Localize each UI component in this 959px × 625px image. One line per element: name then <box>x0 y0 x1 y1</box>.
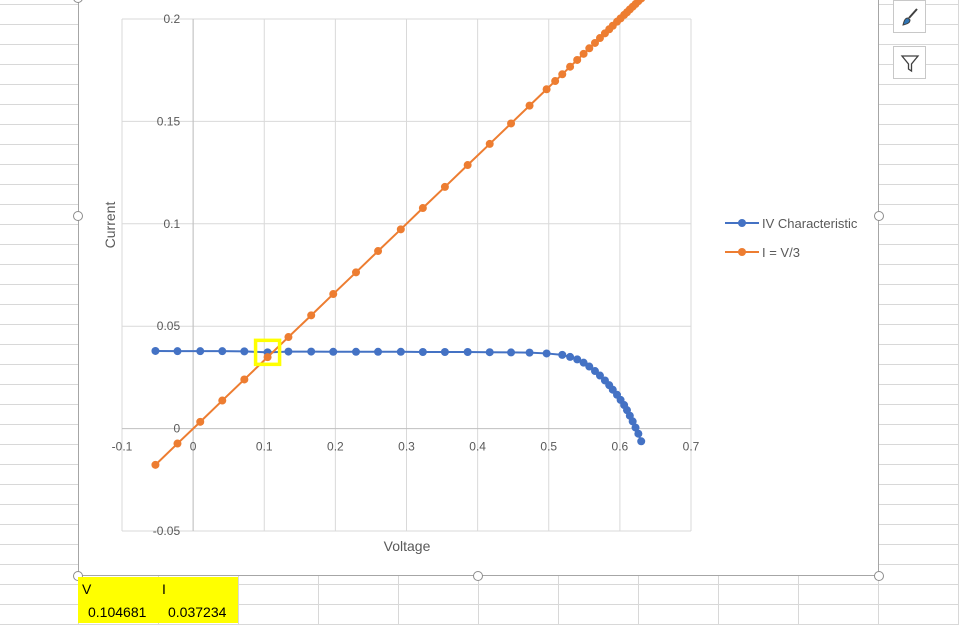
data-point[interactable] <box>507 348 516 357</box>
data-point[interactable] <box>485 348 494 357</box>
x-tick-label: 0 <box>190 440 197 454</box>
data-point[interactable] <box>196 347 205 356</box>
y-tick-label: 0.1 <box>163 217 180 231</box>
cell-i-header[interactable]: I <box>162 581 166 597</box>
data-point[interactable] <box>637 0 645 3</box>
x-tick-label: 0.5 <box>540 440 557 454</box>
filter-icon <box>900 54 919 72</box>
data-point[interactable] <box>558 70 567 79</box>
resize-handle-middle-left[interactable] <box>73 211 83 221</box>
data-point[interactable] <box>463 348 472 357</box>
chart-filters-button[interactable] <box>893 46 926 79</box>
data-point[interactable] <box>240 375 249 384</box>
data-point[interactable] <box>329 347 338 356</box>
data-point[interactable] <box>418 204 427 213</box>
x-tick-label: 0.1 <box>256 440 273 454</box>
data-point[interactable] <box>151 460 160 469</box>
data-point[interactable] <box>307 347 316 356</box>
data-point[interactable] <box>566 62 575 71</box>
intersection-highlight <box>253 338 282 367</box>
highlighted-cells[interactable]: V I 0.104681 0.037234 <box>78 577 238 623</box>
cell-v-header[interactable]: V <box>82 581 92 597</box>
data-point[interactable] <box>440 182 449 191</box>
resize-handle-bottom-middle[interactable] <box>473 571 483 581</box>
data-point[interactable] <box>263 353 272 362</box>
data-point[interactable] <box>218 347 227 356</box>
data-point[interactable] <box>352 347 361 356</box>
data-point[interactable] <box>463 161 472 170</box>
data-point[interactable] <box>151 346 160 355</box>
data-point[interactable] <box>579 49 588 58</box>
y-axis-title: Current <box>102 202 118 249</box>
cell-v-value[interactable]: 0.104681 <box>88 604 147 620</box>
data-point[interactable] <box>573 355 582 364</box>
x-tick-label: -0.1 <box>112 440 133 454</box>
data-point[interactable] <box>585 362 594 371</box>
data-point[interactable] <box>329 290 338 299</box>
legend-item-line: I = V/3 <box>725 245 800 260</box>
data-point[interactable] <box>595 34 604 43</box>
x-axis-title: Voltage <box>384 538 431 554</box>
data-point[interactable] <box>634 429 643 438</box>
data-point[interactable] <box>218 396 227 405</box>
series-1 <box>151 0 645 469</box>
data-point[interactable] <box>628 417 637 426</box>
data-point[interactable] <box>525 101 534 110</box>
data-point[interactable] <box>542 349 551 358</box>
legend-label-iv: IV Characteristic <box>762 216 858 231</box>
y-tick-label: 0 <box>173 422 180 436</box>
y-tick-label: 0.05 <box>157 319 181 333</box>
data-point[interactable] <box>525 348 534 357</box>
legend-marker-v3 <box>738 248 746 256</box>
resize-handle-middle-right[interactable] <box>874 211 884 221</box>
legend: IV Characteristic I = V/3 <box>725 216 858 260</box>
data-point[interactable] <box>566 352 575 361</box>
data-point[interactable] <box>173 439 182 448</box>
data-point[interactable] <box>196 417 205 426</box>
data-point[interactable] <box>595 371 604 380</box>
data-point[interactable] <box>585 44 594 53</box>
x-tick-label: 0.4 <box>469 440 486 454</box>
legend-item-iv: IV Characteristic <box>725 216 858 231</box>
data-point[interactable] <box>374 247 383 256</box>
cell-i-value[interactable]: 0.037234 <box>168 604 227 620</box>
data-point[interactable] <box>579 358 588 367</box>
series-0 <box>151 346 646 446</box>
data-point[interactable] <box>631 423 640 432</box>
y-tick-label: -0.05 <box>153 524 181 538</box>
data-point[interactable] <box>542 85 551 94</box>
data-point[interactable] <box>440 348 449 357</box>
x-tick-label: 0.7 <box>683 440 700 454</box>
data-point[interactable] <box>558 350 567 359</box>
scatter-chart: -0.1 0 0.1 0.2 0.3 0.4 0.5 0.6 0.7 -0.05 0 0.05 0.1 0… <box>102 0 858 554</box>
legend-marker-iv <box>738 219 746 227</box>
paintbrush-icon <box>901 7 918 26</box>
data-point[interactable] <box>590 38 599 47</box>
chart-area[interactable]: -0.1 0 0.1 0.2 0.3 0.4 0.5 0.6 0.7 -0.05 0 0.05 0.1 0… <box>78 0 879 576</box>
x-tick-label: 0.3 <box>398 440 415 454</box>
y-tick-label: 0.2 <box>163 12 180 26</box>
x-tick-label: 0.2 <box>327 440 344 454</box>
data-point[interactable] <box>284 333 293 342</box>
data-point[interactable] <box>374 347 383 356</box>
data-point[interactable] <box>307 311 316 320</box>
data-point[interactable] <box>284 347 293 356</box>
data-point[interactable] <box>173 347 182 356</box>
x-tick-label: 0.6 <box>612 440 629 454</box>
data-point[interactable] <box>507 119 516 128</box>
data-point[interactable] <box>485 139 494 148</box>
data-point[interactable] <box>418 348 427 357</box>
data-point[interactable] <box>240 347 249 356</box>
legend-label-v3: I = V/3 <box>762 245 800 260</box>
y-tick-label: 0.15 <box>157 114 181 128</box>
data-point[interactable] <box>551 77 560 86</box>
data-point[interactable] <box>637 437 646 446</box>
chart-styles-button[interactable] <box>893 0 926 33</box>
resize-handle-bottom-right[interactable] <box>874 571 884 581</box>
data-point[interactable] <box>396 347 405 356</box>
data-point[interactable] <box>396 225 405 234</box>
data-point[interactable] <box>573 55 582 64</box>
data-point[interactable] <box>352 268 361 277</box>
